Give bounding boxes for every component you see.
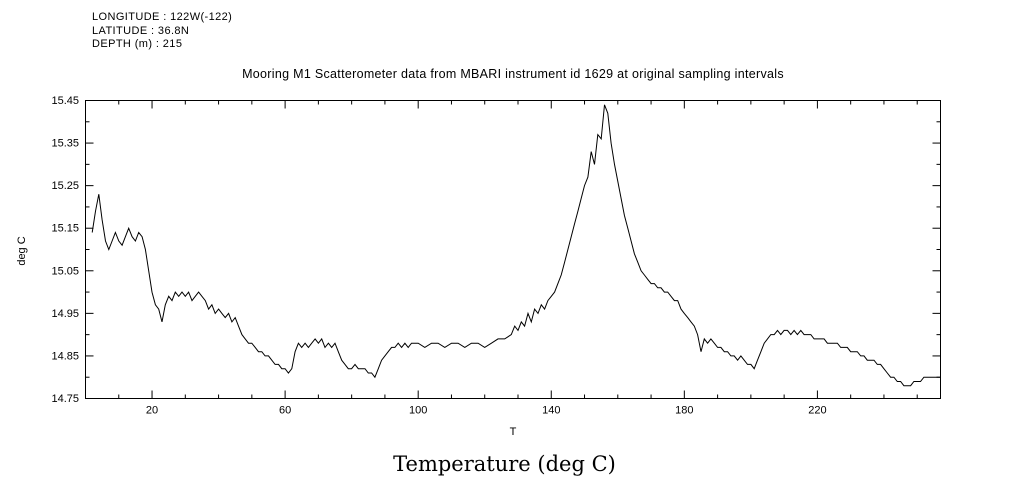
chart-title: Mooring M1 Scatterometer data from MBARI… [242, 67, 784, 81]
plot-frame [85, 100, 941, 399]
temperature-series-line [91, 104, 941, 387]
y-axis-label: deg C [16, 236, 28, 266]
y-tick-label: 15.45 [51, 95, 79, 107]
x-tick-label: 180 [675, 405, 693, 417]
station-metadata: LONGITUDE : 122W(-122) LATITUDE : 36.8N … [92, 11, 232, 52]
x-tick-label: 220 [808, 405, 826, 417]
y-tick-label: 14.95 [51, 308, 79, 320]
depth-line: DEPTH (m) : 215 [92, 38, 183, 50]
x-axis-label: T [509, 426, 517, 438]
y-tick-label: 15.25 [51, 180, 79, 192]
y-tick-label: 15.05 [51, 265, 79, 277]
y-tick-label: 15.35 [51, 138, 79, 150]
x-tick-label: 60 [279, 405, 291, 417]
x-tick-label: 20 [146, 405, 158, 417]
x-tick-label: 100 [409, 405, 427, 417]
y-tick-label: 15.15 [51, 223, 79, 235]
latitude-line: LATITUDE : 36.8N [92, 24, 190, 37]
longitude-line: LONGITUDE : 122W(-122) [92, 11, 233, 23]
chart-caption: Temperature (deg C) [393, 452, 616, 476]
x-tick-label: 140 [542, 405, 560, 417]
y-tick-label: 14.85 [51, 350, 79, 362]
y-tick-label: 14.75 [51, 393, 79, 405]
